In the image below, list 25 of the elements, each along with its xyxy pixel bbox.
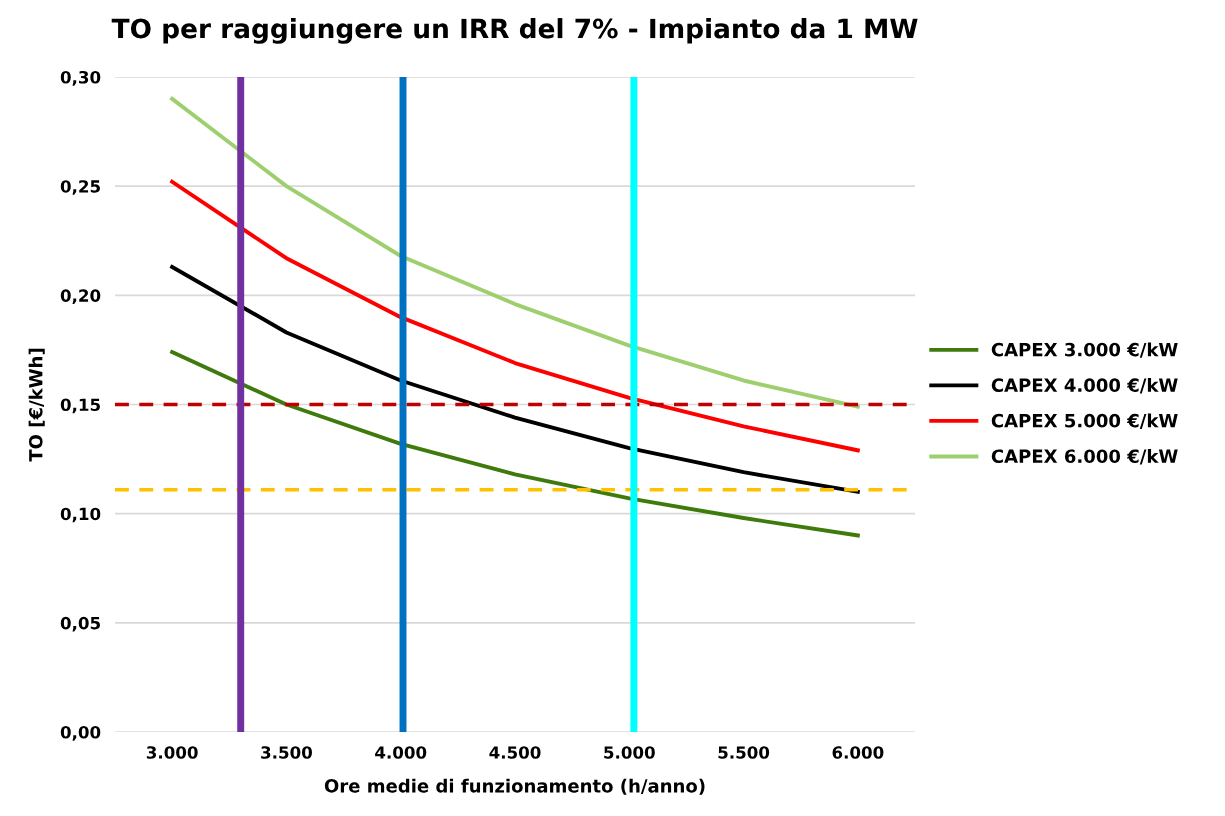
y-tick-label: 0,25 xyxy=(60,180,100,195)
line-series xyxy=(170,179,860,453)
chart-title: TO per raggiungere un IRR del 7% - Impianto da 1 MW xyxy=(111,18,918,44)
x-tick-label: 3.500 xyxy=(261,746,312,759)
y-tick-label: 0,30 xyxy=(60,70,101,86)
line-series xyxy=(170,350,860,538)
y-tick-label: 0,20 xyxy=(60,289,101,305)
x-tick-label: 5.500 xyxy=(718,746,770,759)
line-series xyxy=(170,96,860,409)
y-tick-label: 0,10 xyxy=(60,507,101,523)
x-tick-label: 4.000 xyxy=(375,746,427,759)
legend-label: CAPEX 5.000 €/kW xyxy=(991,413,1178,429)
x-tick-label: 3.000 xyxy=(146,746,198,759)
y-tick-label: 0,15 xyxy=(60,398,100,414)
x-tick-label: 5.000 xyxy=(604,746,655,759)
legend-label: CAPEX 3.000 €/kW xyxy=(991,342,1178,358)
legend-label: CAPEX 6.000 €/kW xyxy=(991,449,1178,465)
line-series xyxy=(170,265,860,494)
x-axis-title: Ore medie di funzionamento (h/anno) xyxy=(324,778,705,795)
y-tick-label: 0,05 xyxy=(60,616,100,632)
legend-label: CAPEX 4.000 €/kW xyxy=(991,378,1178,394)
y-axis-title: TO [€/kWh] xyxy=(28,348,45,462)
x-tick-label: 4.500 xyxy=(489,746,541,759)
y-tick-label: 0,00 xyxy=(60,725,101,741)
x-tick-label: 6.000 xyxy=(832,746,884,759)
